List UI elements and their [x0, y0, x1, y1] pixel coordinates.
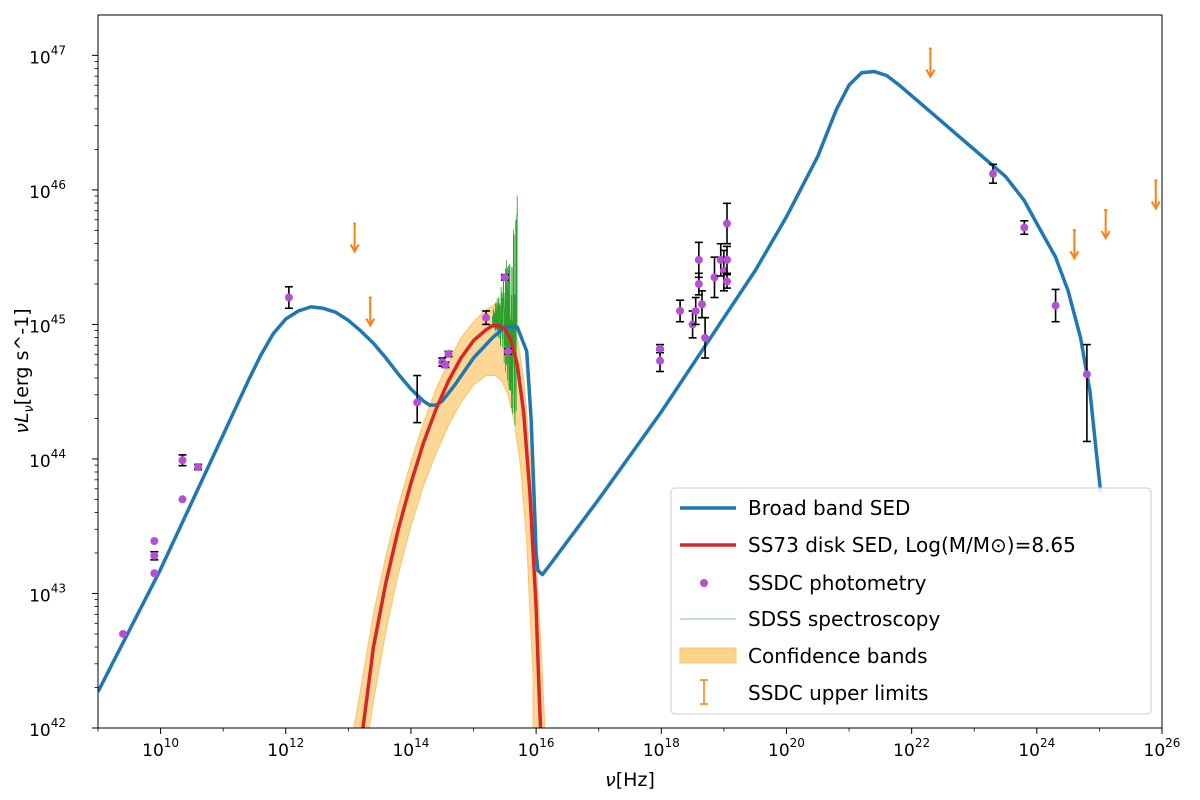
y-tick-label: 1042 — [29, 716, 66, 741]
x-tick-label: 1020 — [768, 736, 805, 761]
upper-limit-arrowhead — [1069, 250, 1080, 261]
photometry-point — [716, 255, 725, 264]
photometry-point — [723, 277, 732, 286]
photometry-point — [676, 306, 685, 315]
x-tick-label: 1010 — [142, 736, 179, 761]
x-tick-label: 1016 — [518, 736, 555, 761]
legend-label-photometry: SSDC photometry — [748, 571, 927, 595]
x-tick-label: 1018 — [643, 736, 680, 761]
photometry-point — [691, 306, 700, 315]
legend-label-band: Confidence bands — [748, 644, 928, 668]
photometry-point — [697, 300, 706, 309]
y-tick-label: 1044 — [29, 447, 66, 472]
legend-swatch-photometry — [700, 579, 708, 587]
legend-swatch-limit — [700, 679, 708, 705]
ss73-disk-sed-line — [361, 324, 543, 728]
legend-label-spectroscopy: SDSS spectroscopy — [748, 607, 940, 631]
y-tick-label: 1047 — [29, 43, 66, 68]
upper-limit-arrowhead — [349, 244, 360, 254]
legend: Broad band SED SS73 disk SED, Log(M/M⊙)=… — [670, 487, 1152, 715]
photometry-point — [178, 495, 187, 504]
y-tick-label: 1046 — [29, 178, 66, 203]
y-tick-label: 1043 — [29, 581, 66, 606]
photometry-point — [723, 255, 732, 264]
photometry-point — [656, 344, 665, 353]
photometry-point — [723, 219, 732, 228]
upper-limit-arrowhead — [365, 318, 376, 328]
legend-swatch-band — [679, 647, 737, 664]
photometry-point — [989, 169, 998, 178]
photometry-point — [1020, 223, 1029, 232]
x-tick-label: 1024 — [1018, 736, 1055, 761]
x-tick-label: 1026 — [1144, 736, 1181, 761]
photometry-point — [150, 569, 159, 578]
confidence-band — [353, 303, 546, 728]
photometry-point — [444, 350, 453, 359]
photometry-point — [482, 313, 491, 322]
legend-label-limit: SSDC upper limits — [748, 681, 928, 705]
x-axis-label: ν[Hz] — [605, 769, 655, 791]
upper-limit-arrowhead — [1100, 230, 1111, 241]
y-tick-label: 1045 — [29, 312, 66, 337]
x-tick-label: 1012 — [267, 736, 304, 761]
photometry-point — [694, 255, 703, 264]
photometry-point — [701, 333, 710, 342]
photometry-point — [503, 347, 512, 356]
broad-band-sed-line — [98, 69, 1103, 693]
photometry-point — [1051, 301, 1060, 310]
photometry-point — [150, 537, 159, 546]
x-tick-label: 1014 — [392, 736, 429, 761]
photometry-point — [119, 629, 128, 638]
upper-limit-arrowhead — [1150, 200, 1161, 211]
legend-box — [670, 487, 1152, 715]
photometry-point — [413, 398, 422, 407]
photometry-point — [150, 551, 159, 560]
photometry-point — [710, 273, 719, 282]
photometry-point — [178, 456, 187, 465]
photometry-point — [284, 293, 293, 302]
upper-limit-arrowhead — [925, 69, 936, 79]
legend-label-disk: SS73 disk SED, Log(M/M⊙)=8.65 — [748, 533, 1076, 557]
photometry-point — [656, 356, 665, 365]
x-tick-label: 1022 — [893, 736, 930, 761]
photometry-point — [194, 463, 203, 472]
photometry-point — [500, 273, 509, 282]
photometry-point — [1082, 370, 1091, 379]
photometry-point — [441, 360, 450, 369]
photometry-point — [694, 280, 703, 289]
legend-label-broad: Broad band SED — [748, 496, 910, 520]
y-axis-label: νLν[erg s^-1] — [11, 308, 37, 433]
plot-frame — [97, 14, 1163, 729]
